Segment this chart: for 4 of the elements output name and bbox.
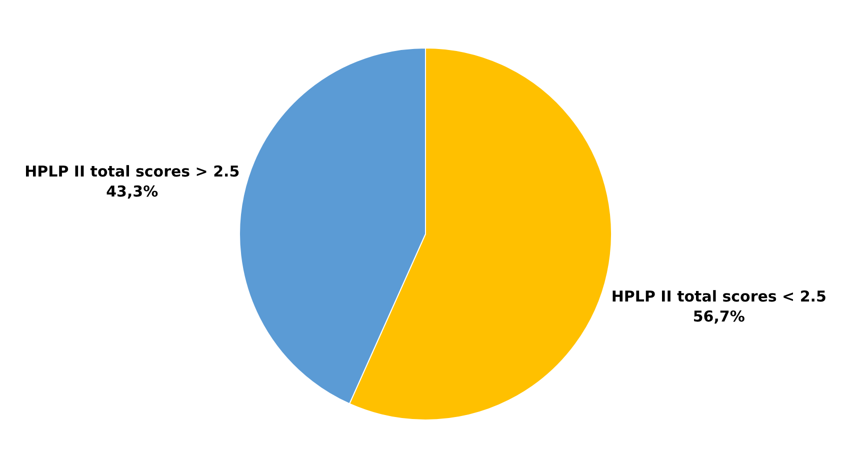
data-label: 56,7% bbox=[692, 308, 745, 326]
slice-label: HPLP II total scores > 2.5 bbox=[24, 162, 240, 180]
slice-label: HPLP II total scores < 2.5 bbox=[611, 288, 826, 306]
data-label: 43,3% bbox=[106, 182, 158, 200]
